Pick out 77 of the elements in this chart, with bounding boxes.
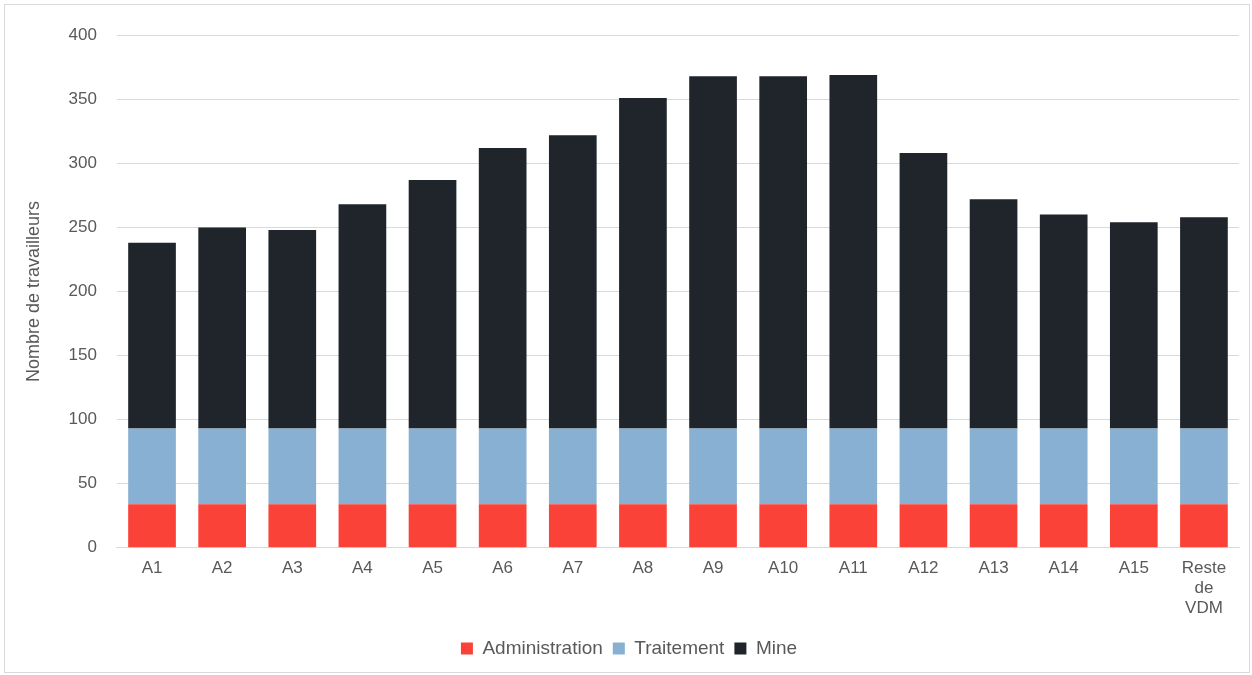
bar [198,428,246,505]
bar [198,227,246,429]
bar [478,147,527,429]
x-tick-label: A12 [908,557,939,577]
bar [268,428,317,505]
x-tick-label: A8 [632,557,654,577]
bar [1109,428,1158,505]
bar [548,428,597,505]
y-tick-label: 300 [68,153,97,173]
bar [759,428,808,505]
y-tick-label: 400 [68,24,97,44]
x-tick-label: A6 [492,557,514,577]
y-tick-label: 250 [68,217,97,237]
legend-label: Traitement [634,636,726,658]
y-axis-title: Nombre de travailleurs [22,200,43,383]
bar [969,428,1018,505]
bar [969,504,1018,548]
bar [478,428,527,505]
bar [759,504,808,548]
bar [1180,428,1228,505]
x-tick-label: A11 [838,557,868,577]
bar [1109,222,1158,429]
legend-label: Mine [755,636,798,658]
bar [338,428,387,505]
bar [548,504,597,548]
x-tick-label: A14 [1048,557,1079,577]
bar [619,97,667,429]
bar [128,428,176,505]
legend-label: Administration [482,636,603,658]
bar [1039,428,1088,505]
bar [548,135,597,429]
bar [759,76,808,429]
bar [689,428,737,505]
bar [408,504,457,548]
y-tick-label: 50 [78,473,97,493]
x-tick-label: A9 [702,557,724,577]
bar [1039,504,1088,548]
bar [689,76,737,429]
x-tick-label: A7 [562,557,584,577]
y-tick-label: 150 [68,345,97,365]
y-tick-label: 350 [68,88,97,108]
bar [268,229,317,429]
x-tick-label: A10 [768,557,799,577]
x-tick-label: A13 [978,557,1009,577]
bar [1109,504,1158,548]
y-tick-label: 100 [68,409,97,429]
bar [829,504,878,548]
bar [899,428,948,505]
y-tick-label: 0 [87,537,97,557]
bar [128,504,176,548]
bar [338,504,387,548]
bar [689,504,737,548]
bar [619,504,667,548]
x-tick-label: A2 [211,557,233,577]
x-tick-label: A3 [281,557,303,577]
bar [128,242,176,429]
bar [1180,504,1228,548]
x-tick-label: A15 [1118,557,1149,577]
bar [899,153,948,429]
bar [829,428,878,505]
bar [1180,217,1228,429]
x-tick-label: A5 [422,557,443,577]
bar [829,74,878,429]
y-tick-label: 200 [68,281,97,301]
bar [198,504,246,548]
bar [408,180,457,429]
bar [268,504,317,548]
bar [619,428,667,505]
bar [1039,214,1088,429]
bar [408,428,457,505]
bar [338,204,387,429]
bar [969,199,1018,429]
bar [478,504,527,548]
bar [899,504,948,548]
x-tick-label: Reste de VDM [1181,557,1227,618]
x-tick-label: A1 [141,557,163,577]
x-tick-label: A4 [352,557,373,577]
